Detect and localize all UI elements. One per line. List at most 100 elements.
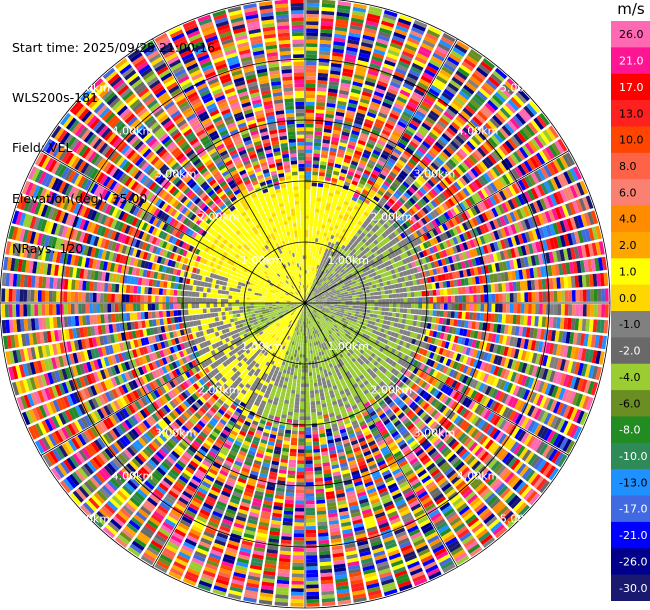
range-gate [394, 28, 408, 36]
range-gate [367, 214, 374, 221]
range-gate [318, 426, 325, 431]
range-gate [332, 200, 338, 206]
range-gate [348, 298, 353, 301]
range-gate [319, 274, 323, 279]
range-gate [335, 159, 343, 165]
range-gate [347, 206, 353, 212]
range-gate [380, 132, 389, 140]
range-gate [310, 394, 315, 398]
range-gate [330, 223, 335, 228]
range-gate [341, 299, 346, 301]
range-gate [312, 230, 317, 235]
range-gate [462, 303, 466, 311]
range-gate [411, 303, 415, 309]
range-gate [315, 367, 320, 372]
range-gate [582, 304, 587, 317]
range-gate [327, 261, 331, 267]
range-gate [501, 314, 506, 324]
range-gate [357, 198, 364, 205]
range-gate [441, 91, 453, 101]
range-gate [333, 193, 340, 199]
range-gate [458, 303, 463, 311]
range-gate [322, 135, 331, 141]
range-gate [330, 62, 342, 68]
range-gate [306, 0, 320, 4]
range-gate [362, 34, 375, 42]
range-gate [542, 304, 547, 315]
range-gate [311, 270, 314, 275]
range-gate [320, 227, 325, 233]
range-gate [408, 98, 420, 106]
range-gate [305, 174, 312, 179]
range-gate [326, 252, 330, 258]
range-gate [370, 299, 375, 303]
range-gate [302, 357, 305, 362]
range-gate [314, 463, 322, 468]
range-gate [306, 522, 316, 527]
range-gate [305, 145, 313, 150]
range-gate [306, 72, 317, 77]
range-gate [350, 133, 359, 140]
range-gate [319, 392, 325, 397]
range-gate [435, 101, 447, 110]
range-gate [348, 99, 359, 105]
range-gate [309, 294, 312, 298]
range-gate [347, 39, 360, 45]
range-gate [305, 98, 315, 102]
range-gate [407, 308, 411, 314]
range-gate [381, 294, 386, 299]
range-gate [316, 193, 322, 199]
range-gate [330, 242, 335, 248]
range-gate [309, 274, 311, 278]
range-gate [306, 266, 309, 271]
range-gate [315, 272, 319, 277]
range-gate [321, 146, 329, 152]
range-gate [321, 7, 335, 12]
range-gate [353, 286, 358, 290]
range-gate [328, 267, 333, 272]
range-gate [376, 84, 387, 91]
range-gate [336, 15, 349, 21]
range-gate [322, 247, 326, 252]
range-gate [362, 201, 369, 208]
range-gate [392, 106, 403, 114]
range-gate [411, 297, 415, 303]
range-gate [306, 28, 319, 33]
range-gate [362, 152, 370, 159]
range-gate [308, 293, 310, 297]
range-gate [305, 350, 308, 355]
range-gate [366, 293, 371, 297]
range-gate [305, 372, 309, 377]
range-gate [411, 137, 421, 146]
range-gate [323, 268, 327, 273]
range-gate [359, 98, 370, 105]
range-gate [312, 267, 315, 272]
range-gate [330, 234, 335, 240]
range-gate [468, 286, 474, 294]
range-gate [399, 138, 408, 146]
range-gate [380, 170, 389, 177]
range-gate [315, 400, 321, 405]
range-gate [318, 172, 325, 177]
range-gate [356, 320, 361, 324]
range-gate [305, 222, 309, 227]
range-gate [355, 146, 364, 153]
range-gate [405, 40, 419, 49]
range-gate [348, 295, 353, 299]
range-gate [396, 21, 410, 30]
range-gate [305, 229, 309, 234]
range-gate [316, 227, 321, 232]
range-gate [344, 294, 349, 297]
range-gate [312, 164, 319, 169]
range-gate [347, 170, 355, 177]
range-gate [335, 111, 345, 117]
range-gate [417, 107, 428, 116]
range-gate [443, 62, 456, 73]
range-gate [385, 143, 394, 151]
range-gate [305, 218, 309, 223]
range-gate [312, 160, 320, 165]
range-gate [356, 297, 360, 301]
range-gate [334, 249, 339, 254]
range-gate [524, 304, 529, 314]
range-gate [361, 38, 374, 45]
